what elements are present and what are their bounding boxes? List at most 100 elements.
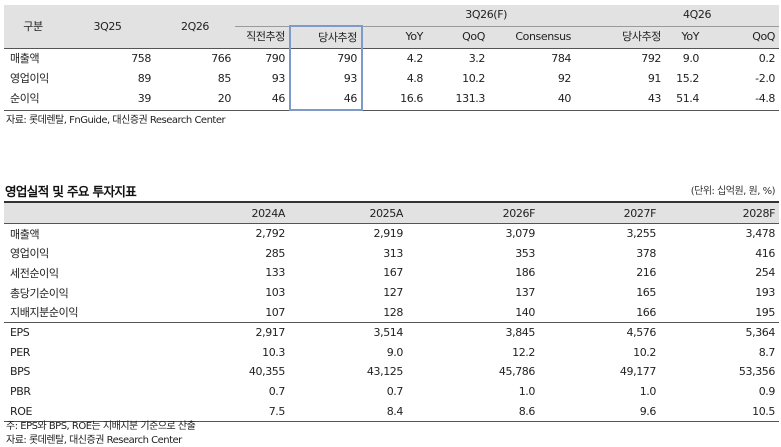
- table-cell: 3,255: [626, 227, 657, 241]
- table-cell: 128: [383, 305, 403, 319]
- table-cell: 133: [265, 266, 285, 280]
- row-label: 영업이익: [10, 247, 49, 261]
- table-cell: 46: [289, 89, 363, 111]
- table-cell: 8.7: [758, 345, 776, 359]
- table-cell: 353: [515, 246, 535, 260]
- table-cell: 3,478: [745, 227, 776, 241]
- table-cell: 3,845: [407, 321, 539, 343]
- table-cell: 16.6: [362, 89, 427, 111]
- table-row: 세전순이익 133 167 186 216 254: [4, 263, 779, 283]
- table-row: 영업이익 89 85 93 93 4.8 10.2 92 91 15.2 -2.…: [4, 69, 779, 89]
- table-cell: 40,355: [248, 365, 285, 379]
- table-cell: 4.8: [406, 72, 424, 85]
- row-label: 지배지분순이익: [10, 306, 79, 320]
- table-cell: 8.4: [289, 401, 407, 422]
- table-cell: 137: [515, 286, 535, 300]
- table-cell: 10.2: [462, 72, 485, 85]
- table-cell: 2,792: [255, 227, 286, 241]
- year-header: 2024A: [114, 202, 289, 224]
- table-cell: 43: [575, 89, 666, 111]
- annual-table-note: 주: EPS와 BPS, ROE는 지배지분 기준으로 산출: [6, 421, 196, 432]
- table-cell: -4.8: [703, 89, 780, 111]
- table-cell: 0.7: [268, 385, 286, 399]
- row-label: BPS: [10, 365, 30, 379]
- annual-table-source: 자료: 롯데렌탈, 대신증권 Research Center: [6, 435, 182, 446]
- table-cell: 4,576: [539, 321, 660, 343]
- year-header: 2027F: [539, 202, 660, 224]
- row-header-label: 구분: [4, 5, 60, 49]
- table-cell: 3,079: [505, 227, 536, 241]
- table-cell: 195: [755, 305, 775, 319]
- annual-financials-table: 2024A 2025A 2026F 2027F 2028F 매출액 2,792 …: [4, 201, 779, 422]
- table-cell: 12.2: [512, 345, 535, 359]
- table-cell: 5,364: [660, 321, 779, 343]
- table-row: PBR 0.7 0.7 1.0 1.0 0.9: [4, 382, 779, 402]
- table-cell: 216: [636, 266, 656, 280]
- table-row: 매출액 2,792 2,919 3,079 3,255 3,478: [4, 224, 779, 244]
- table-cell: 140: [515, 305, 535, 319]
- subheader-4q-qoq: QoQ: [703, 25, 780, 49]
- row-label: EPS: [4, 321, 114, 343]
- table-cell: 784: [489, 48, 576, 69]
- table-cell: 166: [636, 305, 656, 319]
- table-cell: 193: [755, 286, 775, 300]
- table-cell: 0.9: [758, 385, 776, 399]
- subheader-4q-house-estimate: 당사추정: [575, 25, 666, 49]
- table-cell: 792: [575, 48, 666, 69]
- table-cell: 10.2: [633, 345, 656, 359]
- table-cell: 51.4: [665, 89, 704, 111]
- table-cell: 3,514: [289, 321, 407, 343]
- table-cell: 15.2: [676, 72, 700, 85]
- table-cell: 285: [265, 246, 285, 260]
- table-cell: 378: [636, 246, 656, 260]
- col-header-2q26: 2Q26: [155, 5, 235, 49]
- table-cell: 790: [235, 48, 290, 69]
- group-header-4q26: 4Q26: [575, 5, 780, 26]
- table-cell: 89: [137, 72, 152, 85]
- table-cell: 93: [289, 69, 363, 89]
- row-label: 세전순이익: [10, 266, 59, 280]
- table-cell: 40: [489, 89, 576, 111]
- table-cell: 10.3: [262, 345, 285, 359]
- annual-header-row: 2024A 2025A 2026F 2027F 2028F: [4, 202, 779, 224]
- table-cell: 39: [60, 89, 155, 111]
- table-cell: 107: [265, 305, 285, 319]
- year-header: 2026F: [407, 202, 539, 224]
- table-cell: 127: [383, 286, 403, 300]
- table-cell: 1.0: [639, 385, 657, 399]
- col-header-3q25: 3Q25: [60, 5, 155, 49]
- table-cell: 46: [235, 89, 290, 111]
- table-cell: 53,356: [738, 365, 775, 379]
- table-cell: 0.7: [386, 385, 404, 399]
- annual-table-title: 영업실적 및 주요 투자지표: [5, 184, 137, 199]
- table-cell: 254: [755, 266, 775, 280]
- table-cell: -2.0: [755, 72, 776, 85]
- table-cell: 167: [383, 266, 403, 280]
- subheader-consensus: Consensus: [489, 25, 576, 49]
- table-cell: 91: [647, 72, 662, 85]
- table-row: 총당기순이익 103 127 137 165 193: [4, 283, 779, 303]
- table-cell: 4.2: [362, 48, 427, 69]
- table-row: 순이익 39 20 46 46 16.6 131.3 40 43 51.4 -4…: [4, 89, 780, 111]
- table-cell: 93: [271, 72, 286, 85]
- row-label: 매출액: [4, 48, 60, 69]
- table-row: 영업이익 285 313 353 378 416: [4, 244, 779, 264]
- row-label: 매출액: [10, 227, 40, 241]
- table-cell: 790: [289, 48, 363, 69]
- table-cell: 43,125: [366, 365, 403, 379]
- row-label: PER: [10, 345, 31, 359]
- year-header: 2025A: [289, 202, 407, 224]
- annual-header-blank: [4, 202, 114, 224]
- table-cell: 10.5: [660, 401, 779, 422]
- table-cell: 766: [155, 48, 235, 69]
- table-cell: 313: [383, 246, 403, 260]
- table-cell: 186: [515, 266, 535, 280]
- table-cell: 20: [155, 89, 235, 111]
- table-row: EPS 2,917 3,514 3,845 4,576 5,364: [4, 321, 779, 343]
- table-cell: 9.0: [665, 48, 704, 69]
- row-label: PBR: [10, 385, 31, 399]
- table-cell: 103: [265, 286, 285, 300]
- subheader-qoq: QoQ: [427, 25, 489, 49]
- row-label: 순이익: [4, 89, 60, 111]
- table-cell: 92: [557, 72, 572, 85]
